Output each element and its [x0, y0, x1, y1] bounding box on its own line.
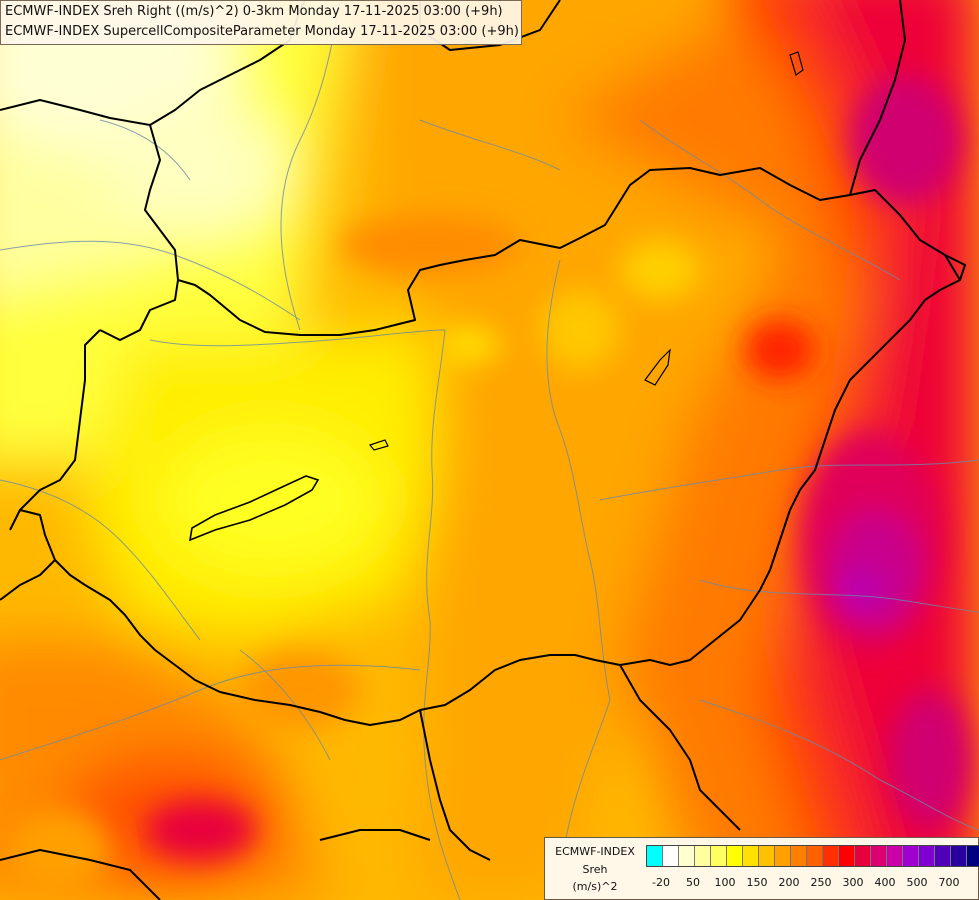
legend-swatch — [647, 846, 663, 866]
legend-swatch — [839, 846, 855, 866]
legend-parameter: Sreh — [582, 863, 608, 876]
legend-swatch — [871, 846, 887, 866]
lake-small-east — [789, 51, 804, 76]
legend-swatch — [791, 846, 807, 866]
legend-swatch — [695, 846, 711, 866]
title-line-1: ECMWF-INDEX Sreh Right ((m/s)^2) 0-3km M… — [5, 4, 503, 19]
legend-swatch — [663, 846, 679, 866]
legend-source: ECMWF-INDEX — [555, 845, 635, 858]
legend-swatch — [807, 846, 823, 866]
lake-balaton — [188, 475, 320, 542]
legend-tick-label: 100 — [714, 876, 736, 889]
legend-unit: (m/s)^2 — [572, 880, 618, 893]
legend-tick-label: -20 — [652, 876, 670, 889]
legend-swatch — [919, 846, 935, 866]
legend-color-scale — [646, 845, 979, 867]
legend-swatch — [967, 846, 979, 866]
legend-swatch — [823, 846, 839, 866]
legend-swatch — [759, 846, 775, 866]
legend-swatch — [743, 846, 759, 866]
legend-tick-label: 200 — [778, 876, 800, 889]
legend-swatch — [855, 846, 871, 866]
legend-tick-label: 150 — [746, 876, 768, 889]
legend-tick-label: 500 — [906, 876, 928, 889]
legend: ECMWF-INDEX Sreh (m/s)^2 -20 50 100 150 200 2… — [544, 837, 979, 900]
legend-tick-label: 700 — [938, 876, 960, 889]
legend-tick-label: 300 — [842, 876, 864, 889]
legend-swatch — [679, 846, 695, 866]
legend-swatch — [935, 846, 951, 866]
legend-swatch — [727, 846, 743, 866]
reservoir — [644, 348, 671, 386]
title-box: ECMWF-INDEX Sreh Right ((m/s)^2) 0-3km M… — [0, 0, 522, 45]
legend-swatch — [775, 846, 791, 866]
legend-swatch — [887, 846, 903, 866]
legend-tick-label: 50 — [686, 876, 700, 889]
legend-swatch — [951, 846, 967, 866]
legend-tick-label: 400 — [874, 876, 896, 889]
legend-swatch — [711, 846, 727, 866]
lake-small — [368, 439, 389, 451]
legend-tick-label: 250 — [810, 876, 832, 889]
legend-swatch — [903, 846, 919, 866]
title-line-2: ECMWF-INDEX SupercellCompositeParameter … — [5, 24, 519, 39]
